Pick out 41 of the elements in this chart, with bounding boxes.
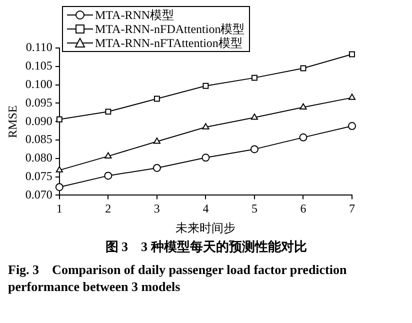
x-tick-label: 1 [56,202,62,216]
legend-label: MTA-RNN模型 [95,8,174,22]
point [348,94,356,100]
point [55,183,64,192]
x-tick-label: 5 [251,202,258,216]
y-tick-label: 0.075 [25,168,52,183]
point [104,172,112,180]
point [104,152,112,158]
y-tick-label: 0.105 [25,58,52,73]
y-tick-label: 0.080 [25,150,52,165]
x-tick-label: 6 [300,202,306,216]
point [105,108,112,115]
caption: 图 3 3 种模型每天的预测性能对比 [104,238,308,256]
point [202,123,210,130]
x-tick-label: 3 [154,202,160,216]
caption: Fig. 3 Comparison of daily passenger load factor prediction performance between 3 models [7,261,348,295]
legend-label: MTA-RNN-nFDAttention模型 [95,22,245,36]
point [202,154,210,162]
y-tick-label: 0.090 [25,114,52,128]
x-tick-label: 7 [349,202,355,216]
y-axis-title: RMSE [5,105,20,138]
y-tick-label: 0.110 [26,40,52,54]
x-tick-label: 2 [105,202,112,216]
x-tick-label: 4 [202,202,209,216]
point [349,51,355,58]
point [250,145,258,154]
point [299,133,308,142]
y-tick-label: 0.070 [25,187,52,202]
x-axis-title: 未来时间步 [176,220,236,235]
y-tick-label: 0.095 [25,95,52,110]
point [153,137,160,144]
point [300,103,307,110]
point [251,74,258,81]
point [152,164,161,172]
point [202,82,209,89]
y-tick-label: 0.085 [25,132,52,146]
legend-label: MTA-RNN-nFTAttention模型 [95,36,242,50]
y-tick-label: 0.100 [25,76,52,91]
point [154,96,160,102]
point [250,114,258,120]
point [348,122,356,130]
